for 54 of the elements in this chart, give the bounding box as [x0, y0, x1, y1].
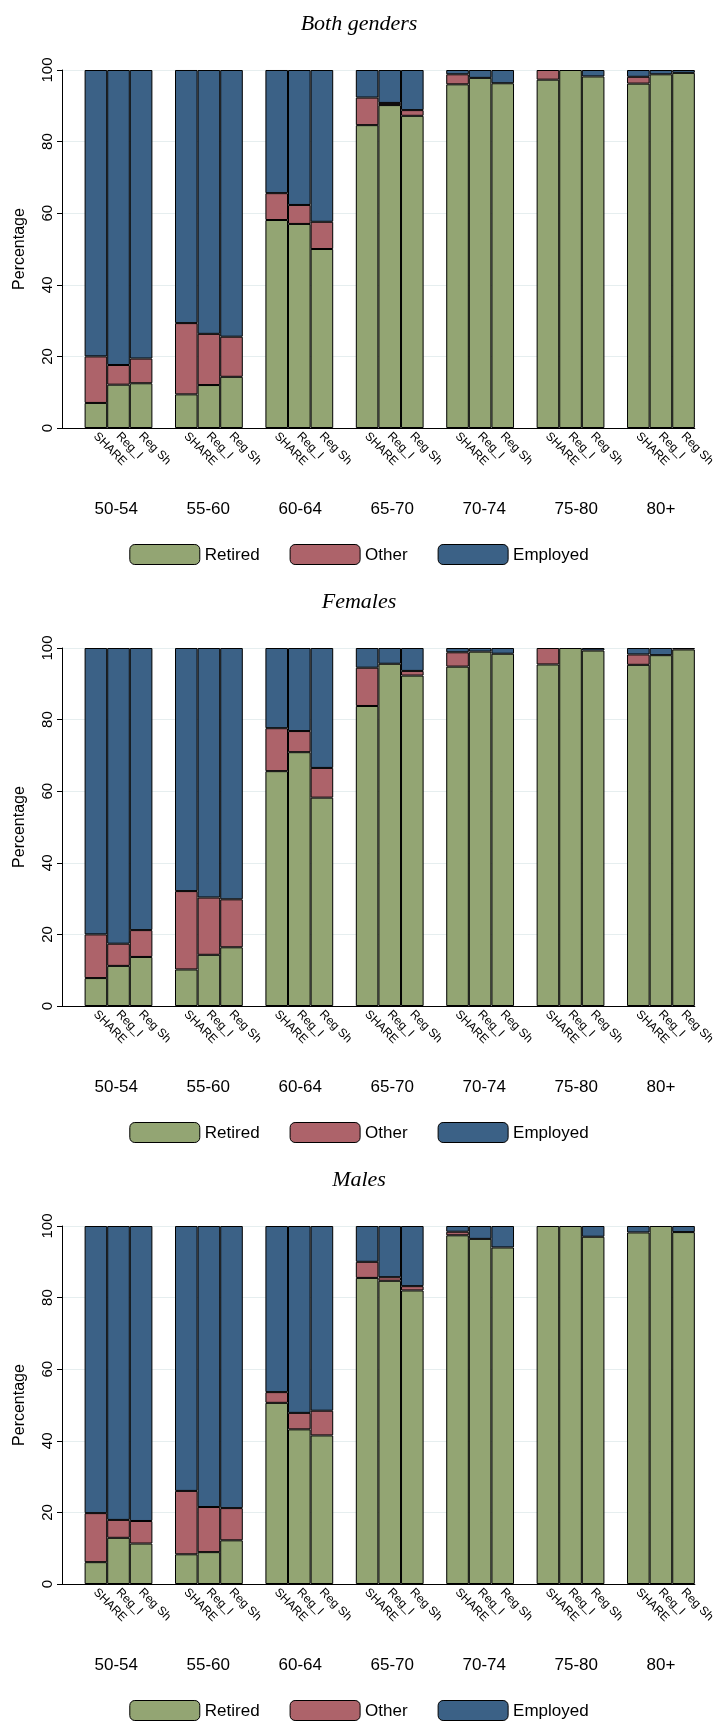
text: 70-74 — [462, 1655, 506, 1674]
text: 65-70 — [370, 1077, 414, 1096]
y-axis-title: Percentage — [9, 1363, 27, 1446]
y-tick-label: 20 — [38, 1504, 55, 1521]
legend-label: Other — [365, 1701, 408, 1720]
y-tick-label: 80 — [38, 1289, 55, 1306]
text: 60-64 — [278, 1655, 322, 1674]
y-tick-label: 60 — [38, 782, 55, 800]
text: 65-70 — [370, 499, 414, 518]
text: 65-70 — [370, 1655, 414, 1674]
chart-title: Females — [320, 587, 397, 613]
text: 70-74 — [462, 1077, 506, 1096]
y-tick-label: 0 — [38, 1579, 55, 1589]
text: 50-54 — [94, 499, 138, 518]
y-tick-label: 100 — [38, 57, 55, 83]
y-tick-label: 80 — [38, 711, 55, 728]
y-axis-title: Percentage — [9, 785, 27, 868]
y-tick-label: 20 — [38, 926, 55, 943]
legend-label: Retired — [204, 1701, 260, 1720]
y-tick-label: 20 — [38, 348, 55, 365]
y-tick-label: 0 — [38, 1001, 55, 1011]
legend-label: Employed — [513, 1701, 589, 1720]
text: 75-80 — [554, 499, 598, 518]
text: 80+ — [646, 1655, 676, 1674]
legend-label: Retired — [204, 1123, 260, 1142]
legend-label: Employed — [513, 545, 589, 564]
y-axis-title: Percentage — [9, 207, 27, 290]
text: 70-74 — [462, 499, 506, 518]
legend-label: Other — [365, 1123, 408, 1142]
text: 80+ — [646, 499, 676, 518]
y-tick-label: 100 — [38, 635, 55, 661]
y-tick-label: 40 — [38, 854, 55, 872]
text: 60-64 — [278, 1077, 322, 1096]
chart-title: Males — [331, 1165, 386, 1191]
y-tick-label: 60 — [38, 1360, 55, 1378]
chart-title: Both genders — [300, 9, 418, 35]
text: 55-60 — [186, 499, 230, 518]
y-tick-label: 40 — [38, 276, 55, 294]
text: 75-80 — [554, 1077, 598, 1096]
text: 50-54 — [94, 1077, 138, 1096]
y-tick-label: 40 — [38, 1432, 55, 1450]
y-tick-label: 0 — [38, 423, 55, 433]
text: 50-54 — [94, 1655, 138, 1674]
legend-label: Retired — [204, 545, 260, 564]
text: 75-80 — [554, 1655, 598, 1674]
y-tick-label: 100 — [38, 1213, 55, 1239]
text: 60-64 — [278, 499, 322, 518]
text: 55-60 — [186, 1655, 230, 1674]
text: 80+ — [646, 1077, 676, 1096]
text: 55-60 — [186, 1077, 230, 1096]
legend-label: Employed — [513, 1123, 589, 1142]
y-tick-label: 80 — [38, 133, 55, 150]
y-tick-label: 60 — [38, 204, 55, 222]
legend-label: Other — [365, 545, 408, 564]
